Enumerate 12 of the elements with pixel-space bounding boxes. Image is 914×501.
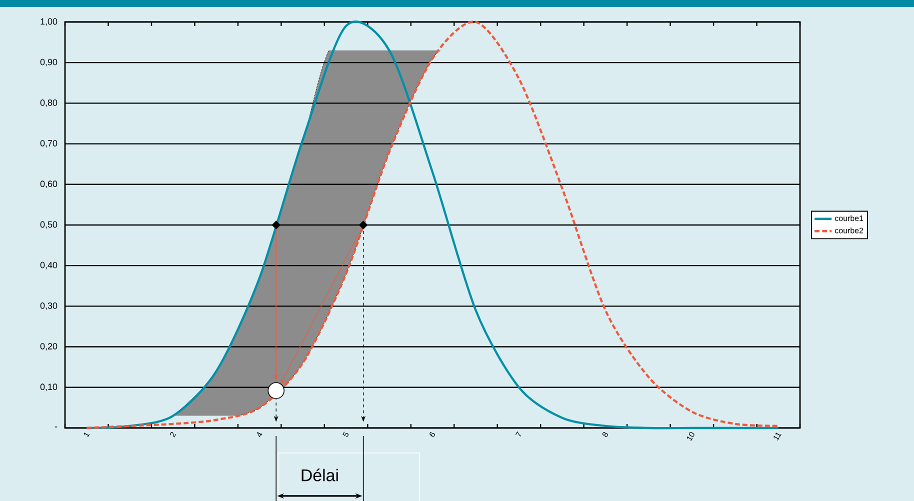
y-tick-label: 0,40: [40, 262, 58, 270]
y-tick-label: 0,90: [40, 58, 58, 66]
y-tick-label: -: [54, 426, 58, 428]
y-tick-label: 0,20: [40, 343, 58, 350]
y-tick-label: 0,10: [40, 384, 58, 392]
y-tick-label: 0,60: [40, 180, 58, 188]
y-tick-label: 0,50: [40, 221, 58, 229]
y-tick-label: 1,00: [40, 18, 58, 26]
y-tick-label: 0,70: [40, 140, 58, 148]
y-tick-label: 0,80: [40, 99, 58, 107]
y-tick-label: 0,30: [40, 302, 58, 310]
text: Délai: [302, 468, 338, 482]
